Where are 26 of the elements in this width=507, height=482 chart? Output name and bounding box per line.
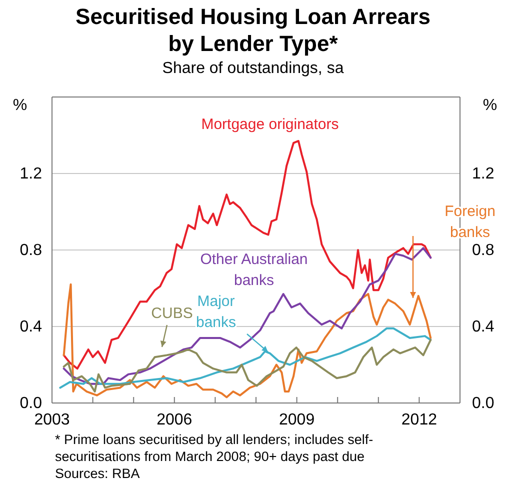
y2-tick-label: 0.0	[472, 395, 494, 412]
chart-title: Securitised Housing Loan Arrears by Lender Type*	[76, 4, 430, 56]
text: * Prime loans securitised by all lenders; includes self- securitisations from March 2008; 90+ days past due	[55, 432, 374, 464]
chart-subtitle: Share of outstandings, sa	[162, 60, 344, 77]
line-series	[62, 338, 432, 393]
line-series	[62, 247, 432, 385]
x-tick-label: 2012	[401, 411, 438, 428]
text: Major banks	[196, 293, 236, 331]
y2-tick-label: 0.8	[472, 242, 494, 260]
x-tick-label: 2009	[279, 411, 315, 428]
x-tick-label: 2003	[34, 411, 70, 428]
y-tick-label: 0.0	[20, 395, 42, 412]
y-tick-label: 1.2	[20, 166, 42, 183]
y-tick-label: 0.4	[20, 318, 42, 336]
series-label: Other Australian banks	[200, 251, 308, 289]
series-label: CUBS	[151, 305, 193, 322]
line-series	[62, 140, 432, 370]
y2-axis-title: %	[482, 97, 498, 114]
y-axis-title: %	[12, 97, 28, 114]
source-note: Sources: RBA	[55, 466, 140, 481]
y-tick-label: 0.8	[20, 242, 42, 260]
y2-tick-label: 0.4	[472, 318, 494, 336]
series-label: Mortgage originators	[201, 116, 339, 133]
y2-tick-label: 1.2	[472, 166, 494, 183]
line-series	[59, 327, 432, 389]
x-tick-label: 2006	[156, 411, 192, 428]
